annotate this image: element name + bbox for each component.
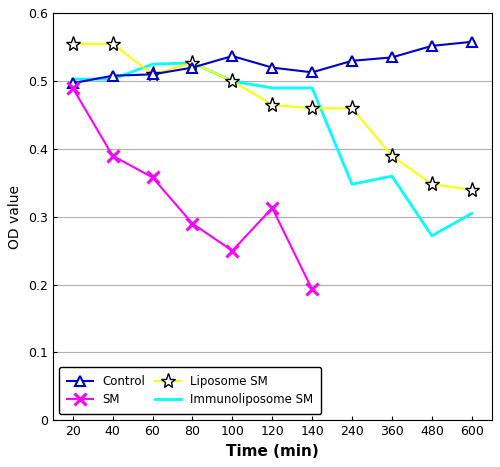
Immunoliposome SM: [230, 78, 235, 84]
Liposome SM: [429, 182, 435, 187]
Liposome SM: [269, 102, 275, 108]
SM: [110, 153, 116, 159]
Control: [70, 80, 75, 86]
Immunoliposome SM: [70, 76, 75, 82]
Control: [230, 53, 235, 59]
Control: [150, 71, 156, 77]
SM: [309, 287, 315, 292]
Liposome SM: [349, 106, 355, 111]
Control: [190, 65, 196, 71]
Line: Liposome SM: Liposome SM: [65, 36, 480, 197]
Immunoliposome SM: [389, 173, 395, 179]
Control: [110, 73, 116, 78]
Immunoliposome SM: [468, 211, 474, 216]
Liposome SM: [389, 153, 395, 159]
SM: [190, 221, 196, 226]
Immunoliposome SM: [110, 76, 116, 82]
Immunoliposome SM: [429, 233, 435, 239]
Immunoliposome SM: [309, 85, 315, 91]
SM: [150, 175, 156, 180]
Immunoliposome SM: [349, 182, 355, 187]
Immunoliposome SM: [190, 60, 196, 66]
Control: [389, 55, 395, 60]
Legend: Control, SM, Liposome SM, Immunoliposome SM: Control, SM, Liposome SM, Immunoliposome…: [58, 367, 322, 414]
Control: [309, 70, 315, 75]
Line: Control: Control: [68, 37, 476, 88]
X-axis label: Time (min): Time (min): [226, 444, 318, 459]
Line: SM: SM: [66, 82, 318, 296]
Control: [429, 43, 435, 49]
Liposome SM: [230, 78, 235, 84]
SM: [70, 85, 75, 91]
Control: [468, 39, 474, 45]
Y-axis label: OD value: OD value: [8, 185, 22, 249]
SM: [269, 205, 275, 211]
Liposome SM: [468, 187, 474, 192]
Immunoliposome SM: [150, 61, 156, 67]
Control: [349, 58, 355, 64]
Liposome SM: [190, 60, 196, 66]
Liposome SM: [309, 106, 315, 111]
Control: [269, 65, 275, 71]
Liposome SM: [150, 71, 156, 77]
Liposome SM: [110, 41, 116, 47]
SM: [230, 248, 235, 254]
Line: Immunoliposome SM: Immunoliposome SM: [72, 63, 471, 236]
Immunoliposome SM: [269, 85, 275, 91]
Liposome SM: [70, 41, 75, 47]
